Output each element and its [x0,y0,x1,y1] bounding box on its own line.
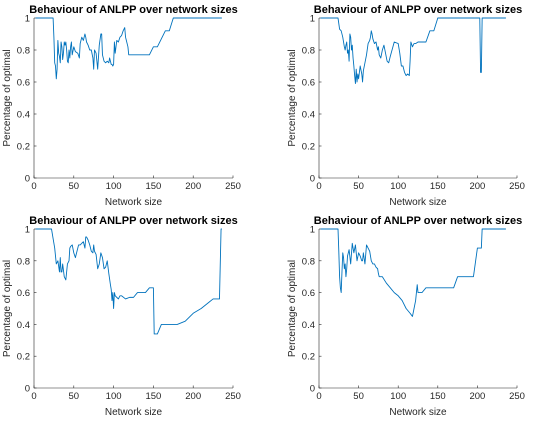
y-tick-label: 0.4 [17,320,30,331]
y-tick-label: 0.2 [17,352,30,363]
x-tick-label: 0 [31,181,36,192]
x-tick-label: 200 [185,391,201,402]
y-axis-label: Percentage of optimal [2,260,13,357]
x-tick-label: 250 [225,181,241,192]
y-tick-label: 0.8 [302,46,315,57]
y-tick-label: 0.6 [302,78,315,89]
x-tick-label: 100 [106,391,122,402]
y-tick-label: 1 [25,225,30,236]
y-tick-label: 0.6 [302,288,315,299]
x-tick-label: 0 [316,181,321,192]
x-axis-label: Network size [389,197,447,208]
plot-axes [33,229,233,389]
x-tick-label: 100 [106,181,122,192]
x-tick-label: 0 [31,391,36,402]
y-tick-label: 0.2 [302,352,315,363]
chart-title: Behaviour of ANLPP over network sizes [314,215,522,227]
tick-group: 0 50 100 150 200 250 0 0.2 0.4 0.6 0.8 1 [302,225,525,403]
y-tick-label: 0.4 [302,320,315,331]
x-axis-label: Network size [105,407,163,418]
y-tick-label: 0.8 [17,256,30,267]
chart-panel-bottom-left: Behaviour of ANLPP over network sizes Ne… [2,215,241,418]
tick-group: 0 50 100 150 200 250 0 0.2 0.4 0.6 0.8 1 [17,225,241,403]
y-tick-label: 1 [310,14,315,25]
y-axis-label: Percentage of optimal [2,49,13,146]
y-tick-label: 0.4 [302,110,315,121]
y-tick-label: 0.6 [17,78,30,89]
x-tick-label: 150 [430,391,446,402]
y-tick-label: 1 [25,14,30,25]
chart-title: Behaviour of ANLPP over network sizes [314,4,522,16]
series-line [320,17,506,85]
y-tick-label: 0.8 [302,256,315,267]
tick-group: 0 50 100 150 200 250 0 0.2 0.4 0.6 0.8 1 [17,14,241,193]
y-tick-label: 0 [310,384,315,395]
series-line [35,17,222,80]
x-tick-label: 50 [69,181,80,192]
x-tick-label: 150 [145,391,161,402]
y-tick-label: 0.4 [17,110,30,121]
x-tick-label: 250 [509,391,525,402]
x-tick-label: 200 [469,181,485,192]
x-tick-label: 250 [225,391,241,402]
x-tick-label: 250 [509,181,525,192]
x-tick-label: 50 [353,181,364,192]
y-tick-label: 0 [310,174,315,185]
y-tick-label: 0 [25,384,30,395]
x-axis-label: Network size [105,197,163,208]
x-axis-label: Network size [389,407,447,418]
x-tick-label: 200 [185,181,201,192]
chart-title: Behaviour of ANLPP over network sizes [29,215,237,227]
x-tick-label: 150 [145,181,161,192]
chart-panel-top-right: Behaviour of ANLPP over network sizes Ne… [287,4,525,208]
y-axis-label: Percentage of optimal [287,260,298,357]
y-tick-label: 1 [310,225,315,236]
chart-panel-bottom-right: Behaviour of ANLPP over network sizes Ne… [287,215,525,418]
y-tick-label: 0.2 [302,142,315,153]
x-tick-label: 100 [390,391,406,402]
chart-title: Behaviour of ANLPP over network sizes [29,4,237,16]
x-tick-label: 200 [469,391,485,402]
x-tick-label: 50 [69,391,80,402]
series-line [320,228,506,317]
tick-group: 0 50 100 150 200 250 0 0.2 0.4 0.6 0.8 1 [302,14,525,193]
y-tick-label: 0 [25,174,30,185]
series-line [35,228,222,335]
chart-panel-top-left: Behaviour of ANLPP over network sizes Ne… [2,4,241,208]
y-tick-label: 0.2 [17,142,30,153]
x-tick-label: 0 [316,391,321,402]
y-tick-label: 0.8 [17,46,30,57]
x-tick-label: 150 [430,181,446,192]
y-tick-label: 0.6 [17,288,30,299]
x-tick-label: 100 [390,181,406,192]
y-axis-label: Percentage of optimal [287,49,298,146]
x-tick-label: 50 [353,391,364,402]
